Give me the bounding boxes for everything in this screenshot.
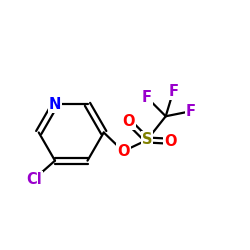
Text: Cl: Cl <box>26 172 42 187</box>
Text: F: F <box>186 104 196 119</box>
Text: N: N <box>49 97 61 112</box>
Text: F: F <box>168 84 178 99</box>
Text: F: F <box>142 90 152 105</box>
Text: O: O <box>164 134 177 149</box>
Text: O: O <box>122 114 134 129</box>
Text: S: S <box>142 132 152 148</box>
Text: O: O <box>117 144 130 159</box>
